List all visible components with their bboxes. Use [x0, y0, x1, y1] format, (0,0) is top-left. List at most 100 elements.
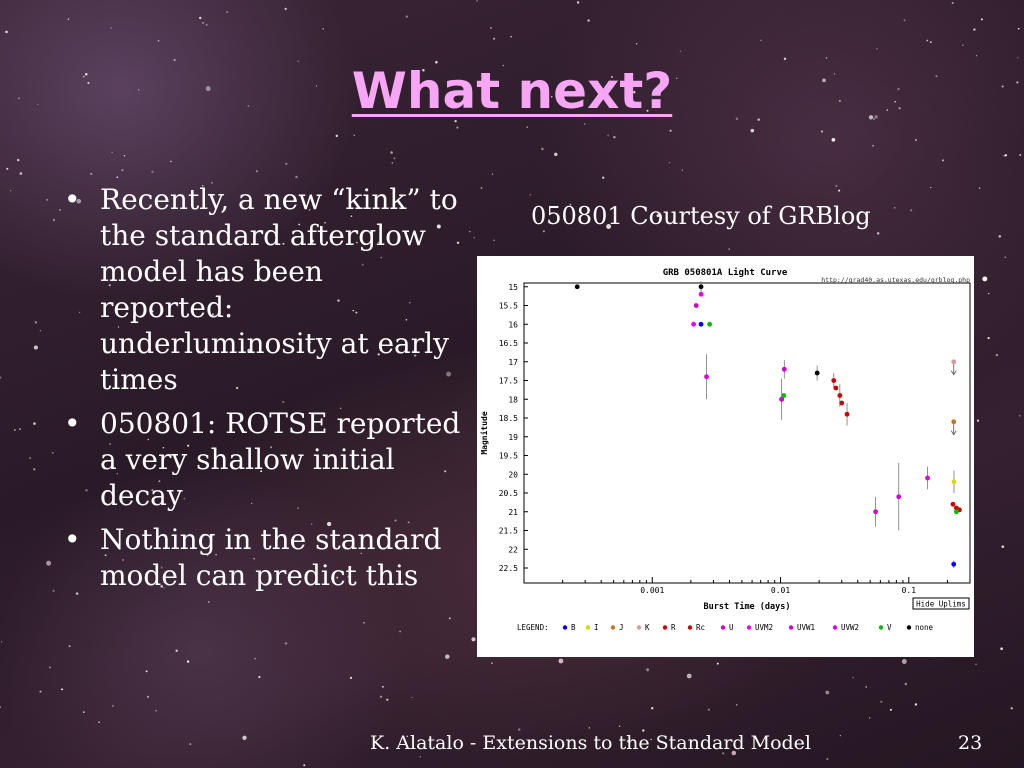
background-star [1001, 545, 1005, 548]
legend-marker [636, 625, 642, 630]
background-star [242, 735, 247, 740]
background-star [34, 321, 38, 324]
background-star [502, 64, 505, 67]
background-star [1010, 707, 1013, 710]
background-star [87, 81, 90, 85]
background-star [173, 58, 176, 62]
y-axis-label: Magnitude [479, 411, 489, 455]
background-star [33, 345, 38, 350]
background-star [349, 676, 353, 680]
background-star [962, 44, 964, 47]
background-star [838, 189, 841, 192]
background-star [607, 134, 609, 137]
background-star [880, 700, 883, 704]
legend-marker [746, 625, 752, 630]
legend-entry: none [915, 623, 934, 632]
background-star [335, 134, 339, 138]
background-star [542, 230, 545, 233]
background-star [0, 376, 2, 379]
background-star [894, 100, 897, 103]
background-star [910, 209, 913, 212]
y-tick-label: 18.5 [499, 414, 518, 423]
background-star [46, 199, 48, 201]
background-star [975, 663, 977, 666]
legend-marker [878, 625, 884, 630]
background-star [468, 230, 471, 233]
background-star [170, 160, 172, 163]
background-star [650, 738, 652, 741]
background-star [297, 60, 299, 62]
background-star [39, 690, 42, 693]
background-star [393, 157, 396, 160]
background-star [386, 698, 389, 701]
legend-marker [585, 625, 591, 630]
chart-caption: 050801 Courtesy of GRBlog [531, 202, 871, 230]
background-star [587, 19, 590, 22]
background-star [707, 708, 711, 711]
background-star [379, 695, 383, 698]
background-star [584, 123, 586, 125]
background-star [941, 159, 944, 162]
background-star [67, 18, 70, 20]
background-star [541, 147, 544, 151]
y-tick-label: 17.5 [499, 377, 518, 386]
bullet-item: Nothing in the standard model can predic… [62, 522, 462, 594]
background-star [116, 176, 119, 179]
background-star [988, 292, 990, 295]
background-star [975, 55, 978, 57]
background-star [155, 710, 157, 712]
background-star [889, 708, 892, 711]
legend-marker [720, 625, 726, 630]
data-point [691, 321, 696, 327]
y-tick-label: 17 [508, 358, 518, 367]
background-star [10, 190, 12, 192]
background-star [914, 703, 918, 706]
background-star [406, 735, 408, 738]
background-star [303, 764, 306, 767]
background-star [391, 162, 394, 164]
background-star [602, 176, 605, 179]
hide-uplims-button[interactable] [912, 597, 970, 610]
background-star [898, 107, 901, 110]
legend-entry: R [671, 623, 676, 632]
background-star [995, 353, 999, 357]
data-point [693, 303, 699, 308]
data-point [896, 494, 902, 500]
background-star [873, 118, 875, 120]
legend-marker [562, 625, 568, 630]
data-point [951, 479, 957, 485]
background-star [435, 60, 438, 64]
background-star [476, 0, 478, 2]
background-star [13, 429, 16, 431]
data-point [951, 419, 957, 425]
background-star [646, 668, 650, 672]
background-star [1018, 414, 1021, 417]
page-number: 23 [958, 732, 983, 754]
legend-marker [788, 625, 794, 630]
background-star [736, 704, 738, 706]
background-star [825, 690, 830, 695]
background-star [208, 601, 210, 603]
background-star [529, 193, 532, 196]
y-tick-label: 15.5 [499, 302, 518, 311]
background-star [19, 172, 23, 175]
background-star [5, 30, 8, 34]
data-point [873, 509, 878, 515]
background-star [85, 72, 88, 76]
background-star [205, 23, 208, 26]
data-point [698, 291, 704, 297]
y-tick-label: 18 [508, 395, 518, 404]
background-star [202, 21, 204, 24]
background-star [735, 117, 739, 120]
background-star [526, 126, 528, 128]
background-star [783, 57, 787, 61]
y-tick-label: 22.5 [499, 564, 518, 573]
background-star [255, 170, 258, 173]
background-star [876, 47, 878, 50]
y-tick-label: 21 [508, 508, 518, 517]
data-point [781, 366, 787, 372]
y-tick-label: 21.5 [499, 527, 518, 536]
background-star [668, 162, 671, 164]
background-star [901, 659, 907, 664]
y-tick-label: 22 [508, 545, 518, 554]
